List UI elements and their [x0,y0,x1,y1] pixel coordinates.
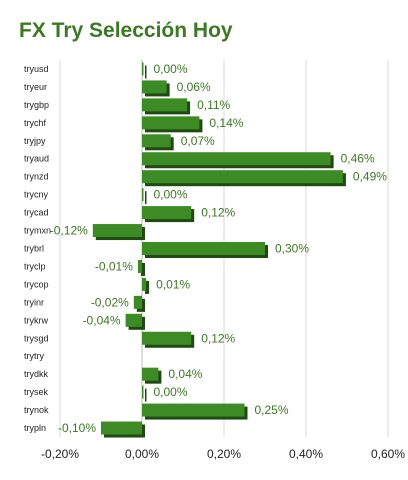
value-label: 0,14% [209,116,243,130]
value-label: 0,12% [201,331,235,345]
x-tick-label: -0,20% [41,447,79,461]
bar [142,206,192,220]
value-label: 0,01% [156,277,190,291]
category-label: trycny [24,190,49,200]
value-label: 0,11% [197,98,230,112]
bar-shadow [145,388,147,402]
x-tick-label: 0,40% [289,447,323,461]
chart-title: FX Try Selección Hoy [19,19,233,42]
value-label: 0,25% [255,403,289,417]
value-label: 0,07% [181,134,215,148]
bar-shadow [145,65,147,79]
bar [142,152,331,166]
category-label: trytry [24,351,44,361]
category-label: trynok [24,405,49,415]
category-label: trygbp [24,100,49,110]
value-label: 0,49% [353,170,387,184]
category-label: tryclp [24,261,46,271]
category-label: trysek [24,387,49,397]
category-label: trydkk [24,369,49,379]
category-label: trycad [24,208,49,218]
bar [133,295,142,309]
bar-shadow [145,280,150,294]
bar [142,116,200,130]
value-label: -0,12% [50,224,88,238]
value-label: 0,30% [275,242,309,256]
category-label: tryaud [24,154,49,164]
category-label: trykrw [24,315,48,325]
bar [137,259,142,273]
bar [125,313,142,327]
category-label: trypln [24,423,46,433]
bar [142,170,343,184]
bar [142,98,188,112]
bar-shadow [140,262,145,276]
category-label: trysgd [24,333,49,343]
bar-shadow [145,191,147,205]
value-label: -0,04% [83,313,121,327]
value-label: 0,00% [154,385,188,399]
value-label: 0,00% [154,62,188,76]
bar [92,224,142,238]
category-label: tryinr [24,297,44,307]
value-label: 0,12% [201,206,235,220]
value-label: -0,02% [91,295,129,309]
category-label: trymxn [24,226,51,236]
x-tick-label: 0,20% [207,447,241,461]
value-label: 0,46% [341,152,375,166]
value-label: -0,01% [95,259,133,273]
bar [142,367,159,381]
bar [142,242,265,255]
value-label: 0,06% [177,80,211,94]
bar [101,421,142,435]
category-label: tryeur [24,82,47,92]
bar [142,80,167,94]
x-tick-label: 0,00% [125,447,159,461]
value-label: 0,00% [154,188,188,202]
bar [142,277,147,291]
bar [142,403,245,417]
value-label: 0,04% [168,367,202,381]
category-label: trycop [24,279,49,289]
bar [142,385,144,399]
x-tick-label: 0,60% [371,447,405,461]
category-label: tryjpy [24,136,46,146]
category-label: trybrl [24,244,44,254]
category-label: tryusd [24,64,49,74]
bar [142,188,144,202]
category-label: trychf [24,118,47,128]
bar [142,62,144,76]
bar [142,134,171,148]
value-label: -0,10% [58,421,96,435]
category-label: trynzd [24,172,49,182]
bar [142,331,192,345]
